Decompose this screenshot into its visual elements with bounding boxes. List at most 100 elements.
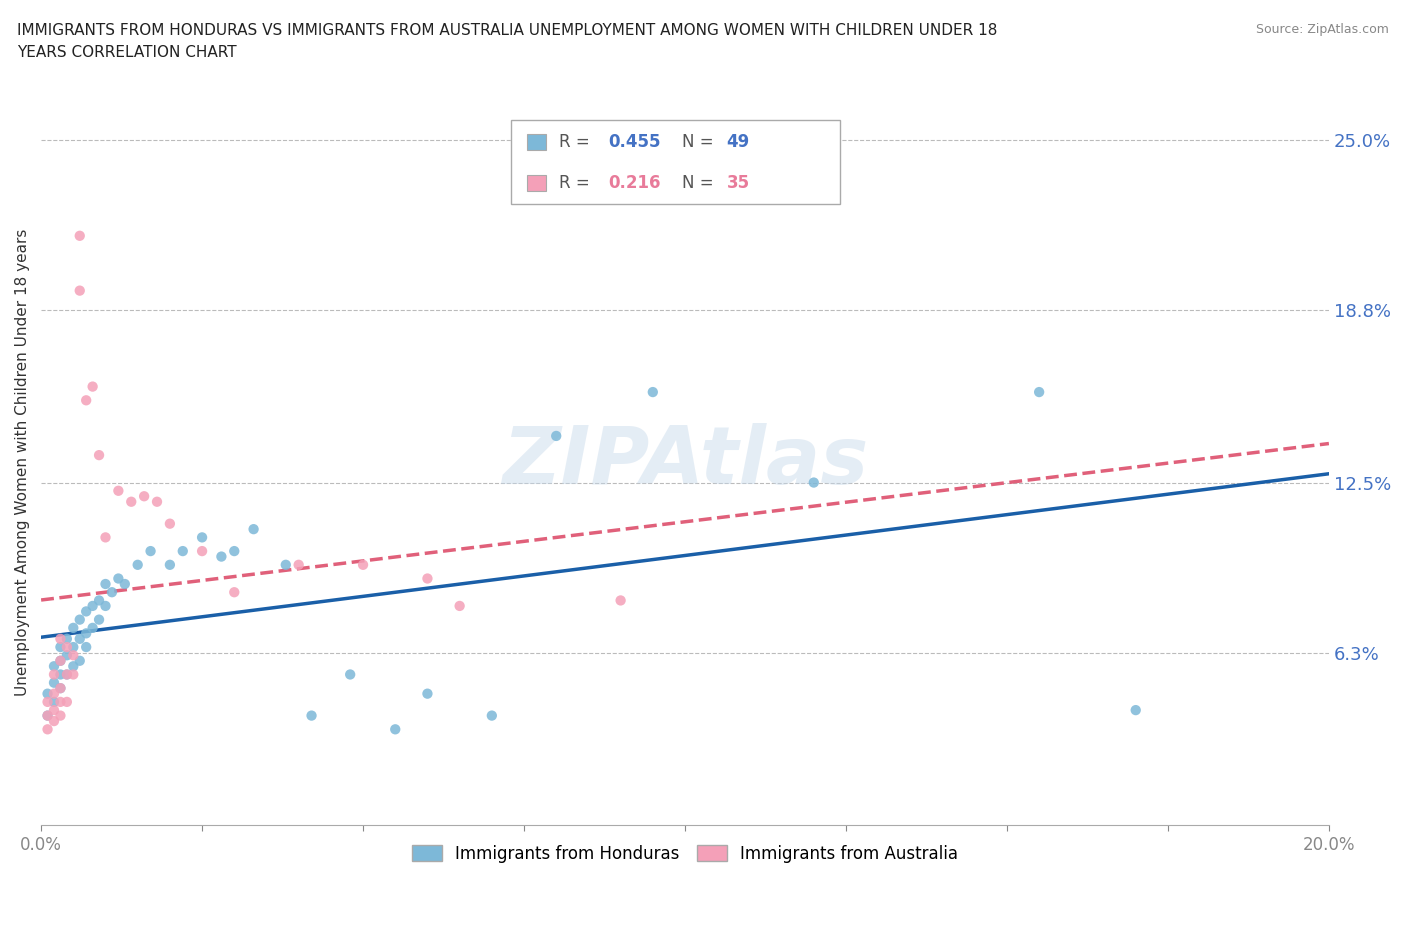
Point [49, 640, 72, 655]
Point [75, 392, 97, 407]
Point [134, 489, 156, 504]
Point [416, 571, 439, 586]
Text: R =: R = [560, 174, 595, 192]
Point [87, 612, 110, 627]
Point [49, 695, 72, 710]
Point [191, 544, 214, 559]
Point [274, 557, 297, 572]
Point [49, 681, 72, 696]
Point [37, 708, 59, 723]
Point [287, 557, 309, 572]
Text: Source: ZipAtlas.com: Source: ZipAtlas.com [1256, 23, 1389, 36]
Point [127, 557, 149, 572]
Text: N =: N = [682, 174, 718, 192]
Point [69, 654, 91, 669]
Point [120, 495, 142, 510]
Point [82, 379, 104, 394]
Point [69, 612, 91, 627]
Point [75, 604, 97, 618]
Point [56, 695, 79, 710]
Point [62, 648, 84, 663]
Point [62, 667, 84, 682]
Point [301, 708, 323, 723]
Point [42, 703, 65, 718]
Point [352, 557, 374, 572]
Point [49, 631, 72, 646]
Point [56, 648, 79, 663]
Text: 35: 35 [727, 174, 749, 192]
Text: 0.216: 0.216 [609, 174, 661, 192]
Point [146, 495, 169, 510]
Legend: Immigrants from Honduras, Immigrants from Australia: Immigrants from Honduras, Immigrants fro… [405, 838, 965, 870]
Point [75, 626, 97, 641]
Point [56, 667, 79, 682]
Point [224, 585, 246, 600]
Point [87, 447, 110, 462]
Point [209, 549, 232, 564]
Point [94, 599, 117, 614]
Point [449, 599, 471, 614]
Text: N =: N = [682, 133, 718, 151]
Point [609, 593, 631, 608]
Point [49, 708, 72, 723]
Point [49, 654, 72, 669]
FancyBboxPatch shape [527, 134, 547, 150]
Text: IMMIGRANTS FROM HONDURAS VS IMMIGRANTS FROM AUSTRALIA UNEMPLOYMENT AMONG WOMEN W: IMMIGRANTS FROM HONDURAS VS IMMIGRANTS F… [17, 23, 997, 60]
Point [49, 681, 72, 696]
FancyBboxPatch shape [527, 175, 547, 191]
Text: ZIPAtlas: ZIPAtlas [502, 423, 868, 501]
FancyBboxPatch shape [512, 121, 839, 204]
Point [224, 544, 246, 559]
Point [114, 577, 136, 591]
Point [37, 708, 59, 723]
Point [42, 667, 65, 682]
Point [107, 571, 129, 586]
Point [69, 284, 91, 299]
Point [37, 695, 59, 710]
Point [803, 475, 825, 490]
Point [416, 686, 439, 701]
Point [42, 675, 65, 690]
Point [159, 557, 181, 572]
Text: R =: R = [560, 133, 595, 151]
Point [42, 686, 65, 701]
Point [339, 667, 361, 682]
Point [75, 640, 97, 655]
Point [82, 599, 104, 614]
Point [481, 708, 503, 723]
Point [49, 654, 72, 669]
Point [69, 631, 91, 646]
Point [94, 577, 117, 591]
Text: 0.455: 0.455 [609, 133, 661, 151]
Point [42, 713, 65, 728]
Point [62, 620, 84, 635]
Point [42, 658, 65, 673]
Point [82, 620, 104, 635]
Point [242, 522, 264, 537]
Point [37, 722, 59, 737]
Text: 49: 49 [727, 133, 749, 151]
Point [62, 640, 84, 655]
Point [49, 667, 72, 682]
Point [42, 695, 65, 710]
Point [546, 429, 568, 444]
Point [1125, 703, 1147, 718]
Point [87, 593, 110, 608]
Point [172, 544, 194, 559]
Y-axis label: Unemployment Among Women with Children Under 18 years: Unemployment Among Women with Children U… [15, 228, 30, 696]
Point [62, 658, 84, 673]
Point [641, 385, 664, 400]
Point [139, 544, 162, 559]
Point [56, 667, 79, 682]
Point [191, 530, 214, 545]
Point [69, 229, 91, 244]
Point [56, 631, 79, 646]
Point [101, 585, 124, 600]
Point [1028, 385, 1050, 400]
Point [37, 686, 59, 701]
Point [107, 484, 129, 498]
Point [94, 530, 117, 545]
Point [56, 640, 79, 655]
Point [159, 516, 181, 531]
Point [384, 722, 406, 737]
